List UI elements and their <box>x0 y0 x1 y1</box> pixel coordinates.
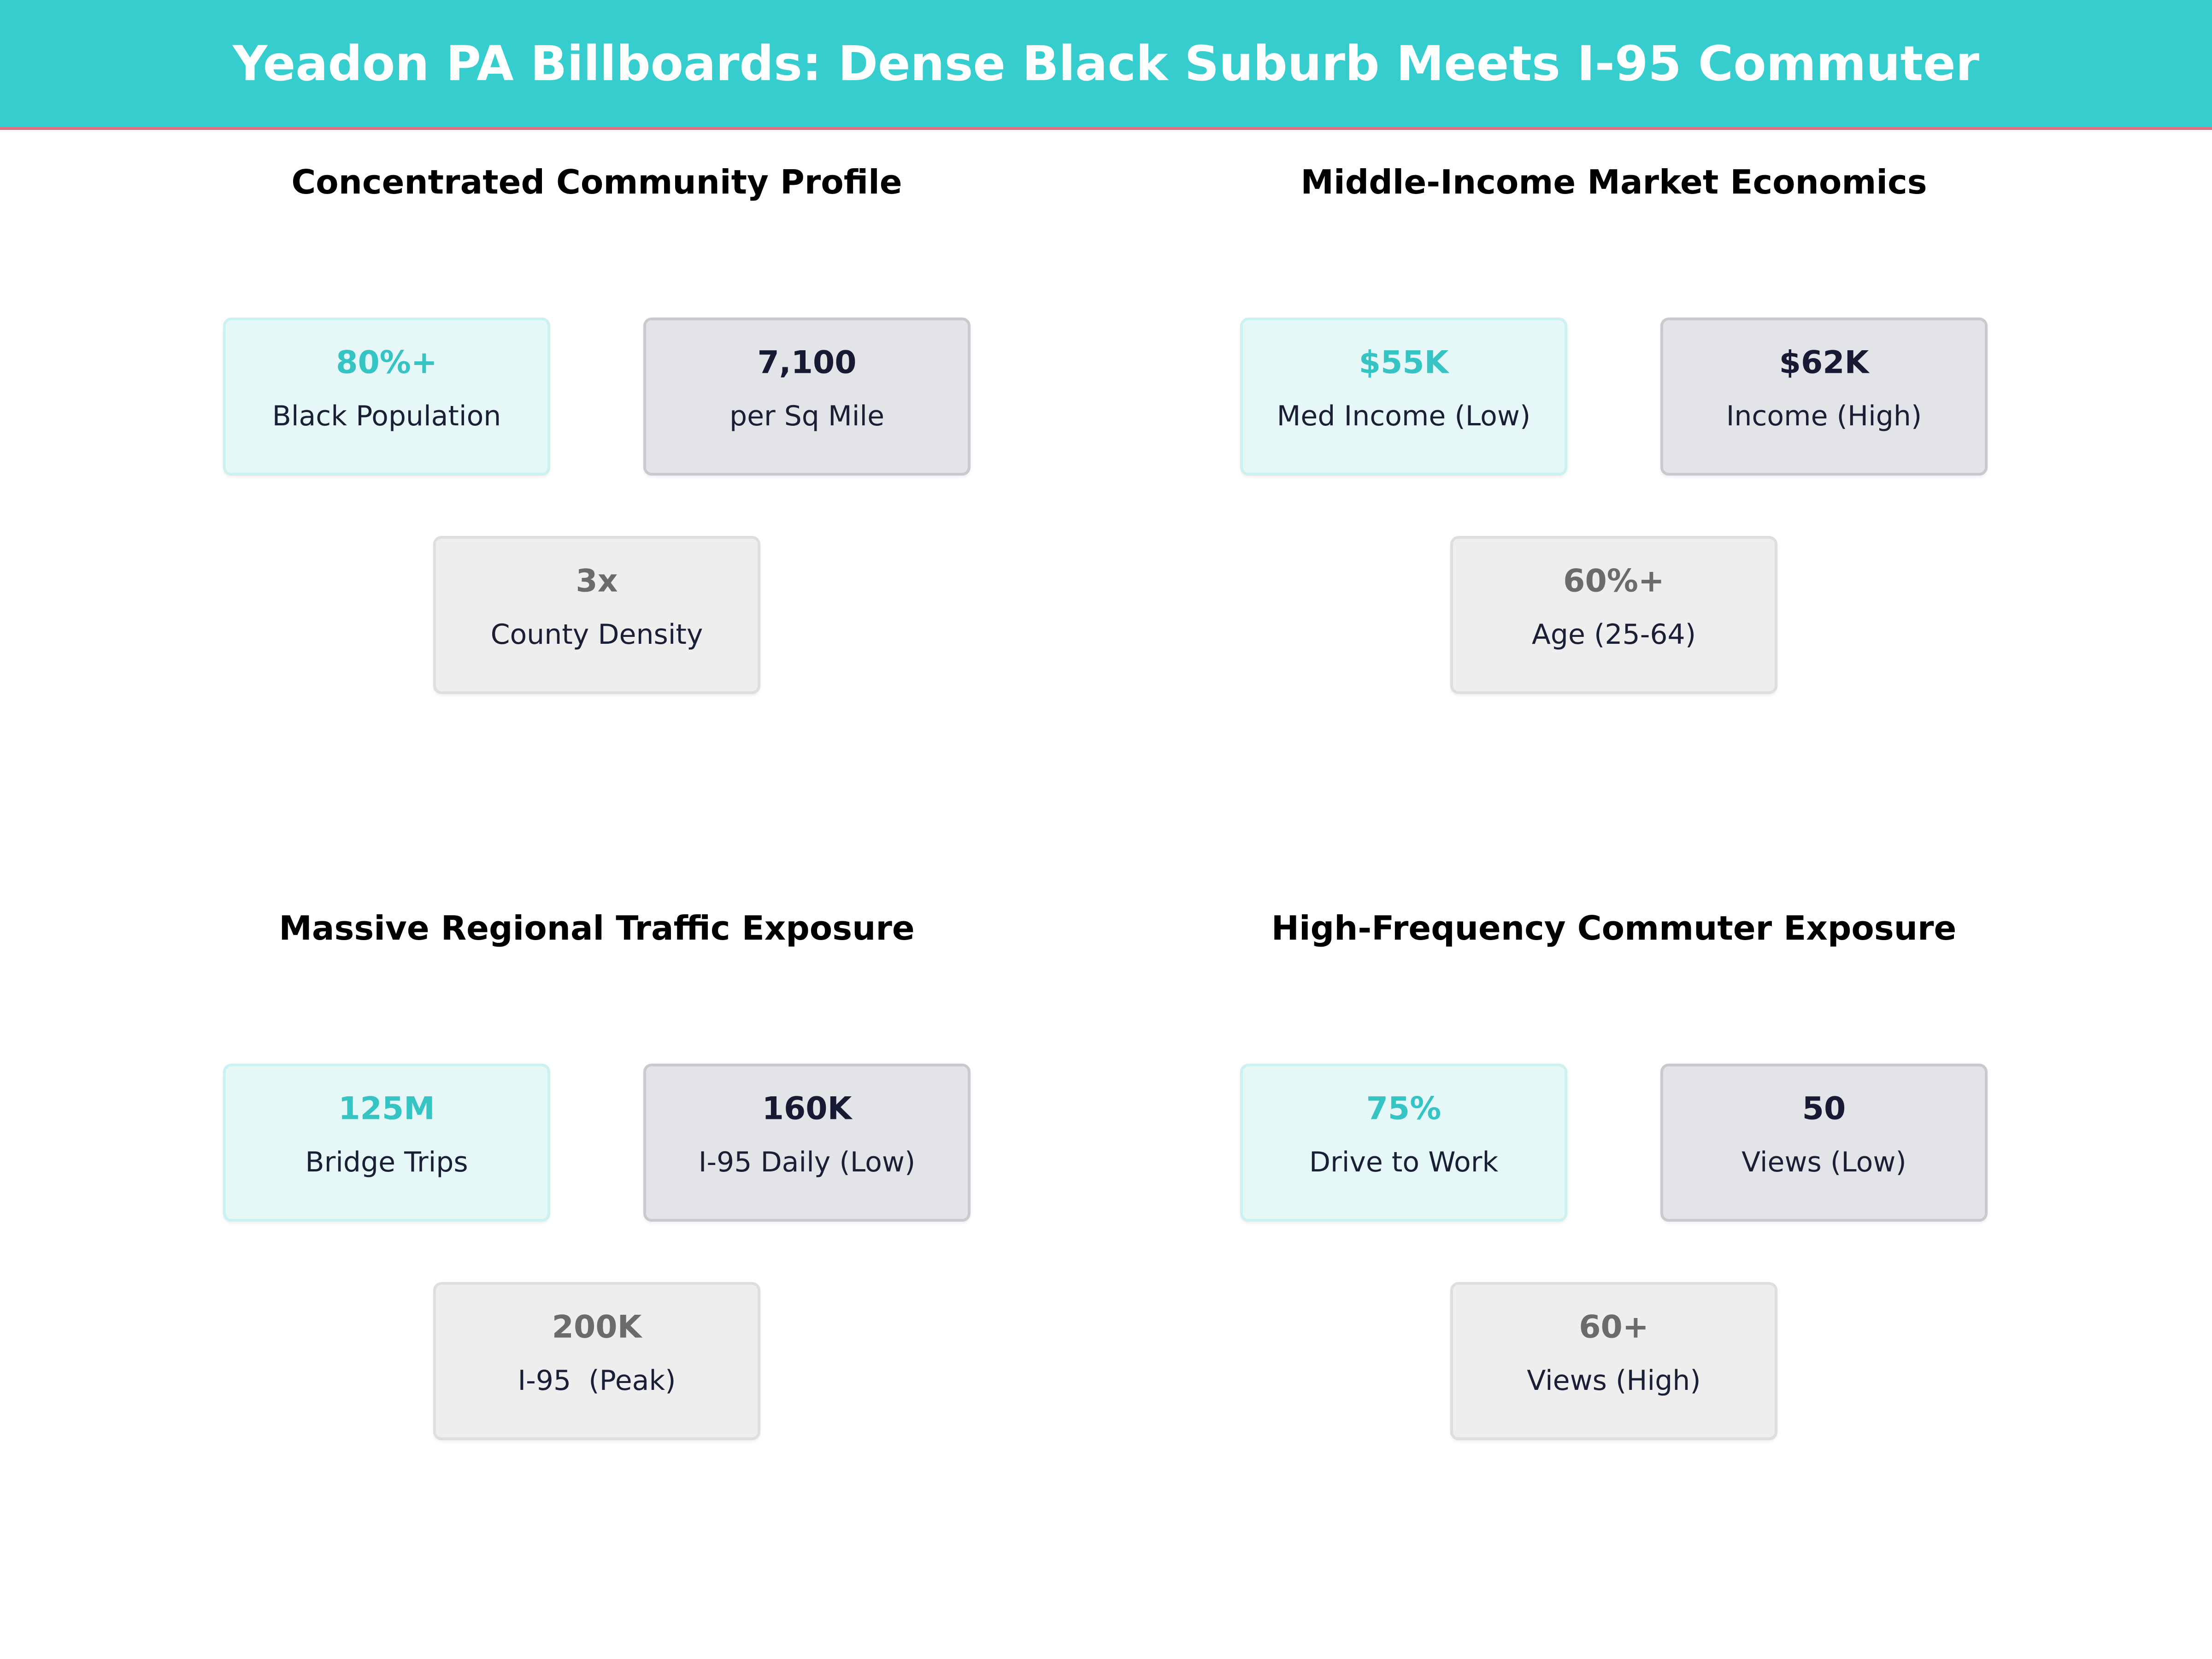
stat-label: Drive to Work <box>1309 1146 1499 1178</box>
stat-card: $55K Med Income (Low) <box>1240 318 1567 476</box>
stat-card: 50 Views (Low) <box>1660 1064 1988 1222</box>
header: Yeadon PA Billboards: Dense Black Suburb… <box>0 0 2212 130</box>
stat-card: 7,100 per Sq Mile <box>643 318 971 476</box>
stat-value: 50 <box>1802 1090 1846 1127</box>
panel-title: Middle-Income Market Economics <box>1300 163 1927 201</box>
panel-title: Concentrated Community Profile <box>291 163 902 201</box>
page-title: Yeadon PA Billboards: Dense Black Suburb… <box>232 35 1979 92</box>
panel-title: High-Frequency Commuter Exposure <box>1271 909 1957 947</box>
stat-card: 75% Drive to Work <box>1240 1064 1567 1222</box>
stat-value: $55K <box>1359 344 1449 381</box>
stat-value: 60%+ <box>1563 563 1665 600</box>
stat-value: 160K <box>762 1090 852 1127</box>
stat-label: Black Population <box>272 400 501 432</box>
stat-value: $62K <box>1779 344 1869 381</box>
stat-value: 7,100 <box>757 344 857 381</box>
stat-value: 3x <box>576 563 618 600</box>
stat-label: Views (High) <box>1527 1365 1701 1397</box>
stat-value: 60+ <box>1579 1309 1649 1346</box>
panel-title: Massive Regional Traffic Exposure <box>279 909 915 947</box>
stat-label: Bridge Trips <box>305 1146 468 1178</box>
stat-label: Income (High) <box>1726 400 1922 432</box>
stat-card: 60%+ Age (25-64) <box>1450 536 1777 694</box>
stat-card: 3x County Density <box>433 536 760 694</box>
stat-card: $62K Income (High) <box>1660 318 1988 476</box>
stat-card: 125M Bridge Trips <box>223 1064 550 1222</box>
stat-value: 200K <box>552 1309 642 1346</box>
stat-card: 60+ Views (High) <box>1450 1282 1777 1440</box>
stat-label: County Density <box>490 618 703 651</box>
stat-card: 200K I-95 (Peak) <box>433 1282 760 1440</box>
stat-card: 80%+ Black Population <box>223 318 550 476</box>
stat-card: 160K I-95 Daily (Low) <box>643 1064 971 1222</box>
stat-label: per Sq Mile <box>729 400 884 432</box>
stat-value: 80%+ <box>336 344 437 381</box>
stat-label: I-95 Daily (Low) <box>698 1146 916 1178</box>
stat-label: Med Income (Low) <box>1277 400 1531 432</box>
stat-value: 75% <box>1366 1090 1441 1127</box>
stat-label: Views (Low) <box>1741 1146 1906 1178</box>
stat-value: 125M <box>338 1090 435 1127</box>
stat-label: Age (25-64) <box>1531 618 1696 651</box>
stat-label: I-95 (Peak) <box>518 1365 676 1397</box>
